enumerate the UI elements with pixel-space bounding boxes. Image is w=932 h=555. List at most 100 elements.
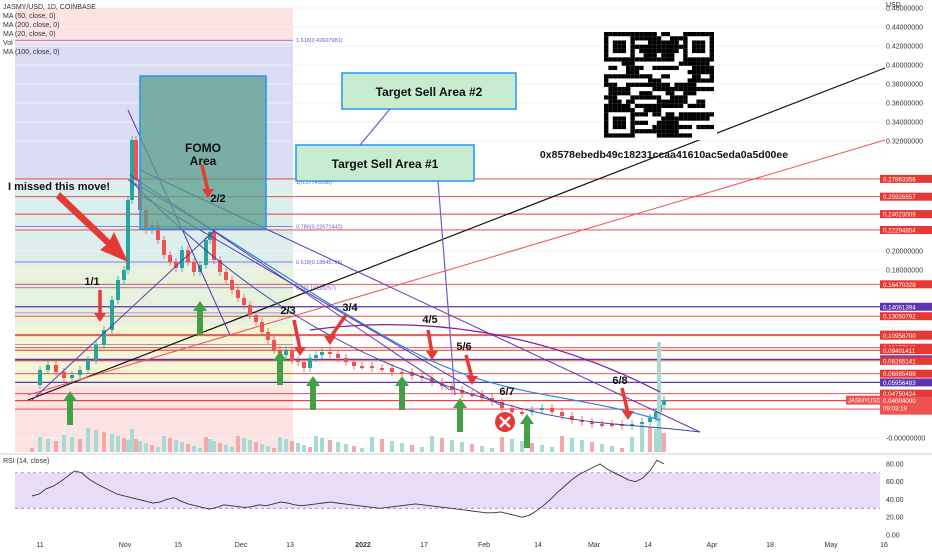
price-tag-label: 0.24023009 xyxy=(883,212,916,219)
indicator-vol[interactable]: Vol xyxy=(3,40,13,47)
qr-cell xyxy=(661,116,666,121)
price-tag-bg xyxy=(880,280,932,289)
candle-body xyxy=(168,255,172,262)
qr-cell xyxy=(621,108,626,113)
price-tag-label: 0.25926657 xyxy=(883,194,916,201)
qr-cell xyxy=(687,78,692,83)
qr-cell xyxy=(692,70,697,75)
qr-cell xyxy=(621,120,626,125)
qr-cell xyxy=(674,99,679,104)
symbol-line[interactable]: JASMY/USD, 1D, COINBASE xyxy=(3,4,96,11)
candle-body xyxy=(302,362,306,368)
qr-cell xyxy=(643,44,648,49)
qr-cell xyxy=(670,112,675,117)
qr-cell xyxy=(661,32,666,37)
volume-bar xyxy=(192,446,196,452)
volume-bar xyxy=(272,448,276,452)
candle-body xyxy=(360,366,364,368)
volume-bar xyxy=(186,444,190,452)
qr-cell xyxy=(612,124,618,130)
buy-arrow-head xyxy=(395,376,409,386)
indicator-ma100[interactable]: MA (100, close, 0) xyxy=(3,49,60,56)
qr-cell xyxy=(604,53,609,58)
qr-cell xyxy=(648,44,653,49)
indicator-ma20[interactable]: MA (20, close, 0) xyxy=(3,31,56,38)
qr-cell xyxy=(678,36,684,41)
qr-cell xyxy=(608,91,613,96)
qr-cell xyxy=(612,116,618,121)
rsi-tick-label: 20.00 xyxy=(886,515,904,522)
qr-cell xyxy=(687,133,692,138)
volume-bar xyxy=(370,437,374,452)
volume-bar xyxy=(208,439,212,452)
indicator-ma200[interactable]: MA (200, close, 0) xyxy=(3,22,60,29)
qr-cell xyxy=(709,74,714,79)
price-tag-bg xyxy=(880,389,932,398)
qr-cell xyxy=(700,40,706,45)
qr-cell xyxy=(692,48,697,54)
qr-cell xyxy=(634,70,640,75)
buy-arrow-shaft xyxy=(524,423,530,448)
qr-cell xyxy=(692,65,697,71)
candle-body xyxy=(600,424,604,426)
qr-cell xyxy=(687,124,692,130)
price-tag-bg xyxy=(880,192,932,201)
qr-cell xyxy=(696,74,701,79)
x-tick-label: 14 xyxy=(644,542,652,549)
qr-cell xyxy=(617,120,622,125)
qr-cell xyxy=(652,95,657,100)
qr-cell xyxy=(612,74,618,79)
x-tick-label: 13 xyxy=(286,542,294,549)
volume-bar xyxy=(520,441,524,452)
volume-bar xyxy=(500,437,504,452)
qr-cell xyxy=(652,36,657,41)
qr-cell xyxy=(700,44,706,49)
qr-cell xyxy=(678,82,684,87)
candle-body xyxy=(352,362,356,366)
price-tag-label: 0.13050792 xyxy=(883,314,916,321)
qr-cell xyxy=(656,108,662,113)
qr-cell xyxy=(670,103,675,109)
x-tick-label: 15 xyxy=(174,542,182,549)
price-tag-bg xyxy=(880,225,932,234)
qr-cell xyxy=(700,86,706,92)
qr-cell xyxy=(670,57,675,62)
qr-cell xyxy=(692,82,697,87)
qr-cell xyxy=(705,61,710,66)
qr-cell xyxy=(665,116,670,121)
qr-cell xyxy=(639,129,644,134)
qr-cell xyxy=(612,48,618,54)
qr-cell xyxy=(639,57,644,62)
qr-cell xyxy=(656,65,662,71)
qr-cell xyxy=(626,99,631,104)
volume-bar xyxy=(328,440,332,452)
volume-bar xyxy=(470,444,474,452)
qr-cell xyxy=(630,108,635,113)
qr-cell xyxy=(617,57,622,62)
qr-cell xyxy=(617,44,622,49)
qr-cell xyxy=(656,82,662,87)
qr-cell xyxy=(674,86,679,92)
sell-arrow-shaft xyxy=(620,387,630,414)
qr-cell xyxy=(652,108,657,113)
rsi-tick-label: 0.00 xyxy=(886,533,900,540)
qr-cell xyxy=(617,103,622,109)
qr-cell xyxy=(683,86,688,92)
rsi-tick-label: 60.00 xyxy=(886,479,904,486)
indicator-ma50[interactable]: MA (50, close, 0) xyxy=(3,13,56,20)
qr-cell xyxy=(639,48,644,54)
volume-bar xyxy=(308,447,312,452)
qr-cell xyxy=(608,74,613,79)
qr-cell xyxy=(661,120,666,125)
qr-cell xyxy=(683,61,688,66)
qr-cell xyxy=(621,103,626,109)
qr-cell xyxy=(621,74,626,79)
qr-cell xyxy=(700,99,706,104)
volume-bar xyxy=(560,436,564,452)
qr-cell xyxy=(661,86,666,92)
fomo-label-1: FOMO xyxy=(185,141,221,155)
qr-cell xyxy=(705,112,710,117)
qr-cell xyxy=(674,40,679,45)
qr-cell xyxy=(652,82,657,87)
